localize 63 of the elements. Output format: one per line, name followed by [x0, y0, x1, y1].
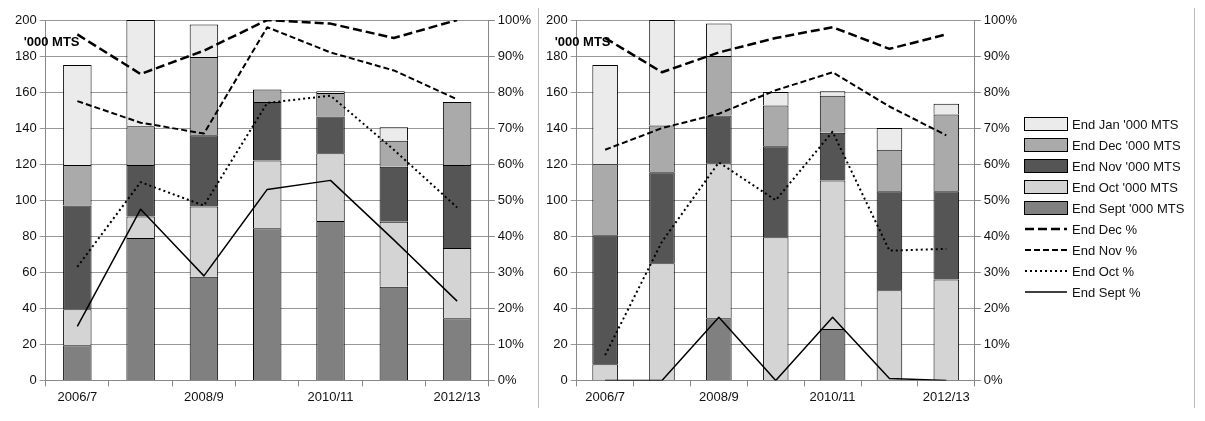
x-tick-label: 2012/13: [922, 388, 970, 404]
legend-label: End Jan '000 MTS: [1072, 116, 1179, 132]
y-tick-label: 200: [14, 11, 37, 27]
y-axis-title: '000 MTS: [554, 33, 611, 49]
legend-label: End Oct '000 MTS: [1072, 179, 1178, 195]
legend-label: End Dec '000 MTS: [1072, 137, 1181, 153]
y2-tick-label: 90%: [983, 47, 1011, 63]
y2-tick-label: 10%: [983, 335, 1011, 351]
y2-tick-label: 80%: [497, 83, 525, 99]
y-tick-label: 100: [545, 191, 568, 207]
y-tick-label: 80: [553, 227, 568, 243]
x-tick-label: 2006/7: [585, 388, 626, 404]
y2-tick-label: 10%: [497, 335, 525, 351]
x-tick-label: 2010/11: [307, 388, 354, 404]
y2-tick-label: 20%: [983, 299, 1011, 315]
legend-label: End Sept %: [1072, 284, 1141, 300]
y2-tick-label: 60%: [983, 155, 1011, 171]
y-tick-label: 60: [22, 263, 37, 279]
y-tick-label: 120: [545, 155, 568, 171]
y2-tick-label: 100%: [497, 11, 532, 27]
x-tick-label: 2008/9: [184, 388, 224, 404]
y-tick-label: 20: [22, 335, 37, 351]
y-tick-label: 0: [560, 371, 568, 387]
x-tick-label: 2012/13: [433, 388, 481, 404]
y-tick-label: 40: [22, 299, 37, 315]
y-tick-label: 20: [553, 335, 568, 351]
y-tick-label: 80: [22, 227, 37, 243]
y2-tick-label: 0%: [497, 371, 517, 387]
y-tick-label: 0: [29, 371, 37, 387]
y2-tick-label: 80%: [983, 83, 1011, 99]
y-tick-label: 180: [14, 47, 37, 63]
x-tick-label: 2006/7: [57, 388, 98, 404]
y-tick-label: 60: [553, 263, 568, 279]
x-tick-label: 2010/11: [809, 388, 856, 404]
x-tick-label: 2008/9: [698, 388, 739, 404]
y2-tick-label: 70%: [983, 119, 1011, 135]
y-tick-label: 120: [14, 155, 37, 171]
y2-tick-label: 50%: [497, 191, 525, 207]
legend-label: End Sept '000 MTS: [1072, 200, 1185, 216]
y2-tick-label: 50%: [983, 191, 1011, 207]
y2-tick-label: 30%: [983, 263, 1011, 279]
legend-label: End Oct %: [1072, 263, 1135, 279]
legend-label: End Dec %: [1072, 221, 1138, 237]
y-tick-label: 200: [545, 11, 568, 27]
y2-tick-label: 100%: [983, 11, 1018, 27]
y2-tick-label: 60%: [497, 155, 525, 171]
y2-tick-label: 40%: [983, 227, 1011, 243]
y-axis-title: '000 MTS: [23, 33, 80, 49]
legend-label: End Nov '000 MTS: [1072, 158, 1181, 174]
y2-tick-label: 20%: [497, 299, 525, 315]
y2-tick-label: 30%: [497, 263, 525, 279]
legend-label: End Nov %: [1072, 242, 1138, 258]
y-tick-label: 100: [14, 191, 37, 207]
y-tick-label: 140: [545, 119, 568, 135]
y2-tick-label: 70%: [497, 119, 525, 135]
y-tick-label: 140: [14, 119, 37, 135]
y-tick-label: 40: [553, 299, 568, 315]
y2-tick-label: 40%: [497, 227, 525, 243]
y2-tick-label: 0%: [983, 371, 1003, 387]
y-tick-label: 160: [545, 83, 568, 99]
y-tick-label: 180: [545, 47, 568, 63]
y2-tick-label: 90%: [497, 47, 525, 63]
y-tick-label: 160: [14, 83, 37, 99]
